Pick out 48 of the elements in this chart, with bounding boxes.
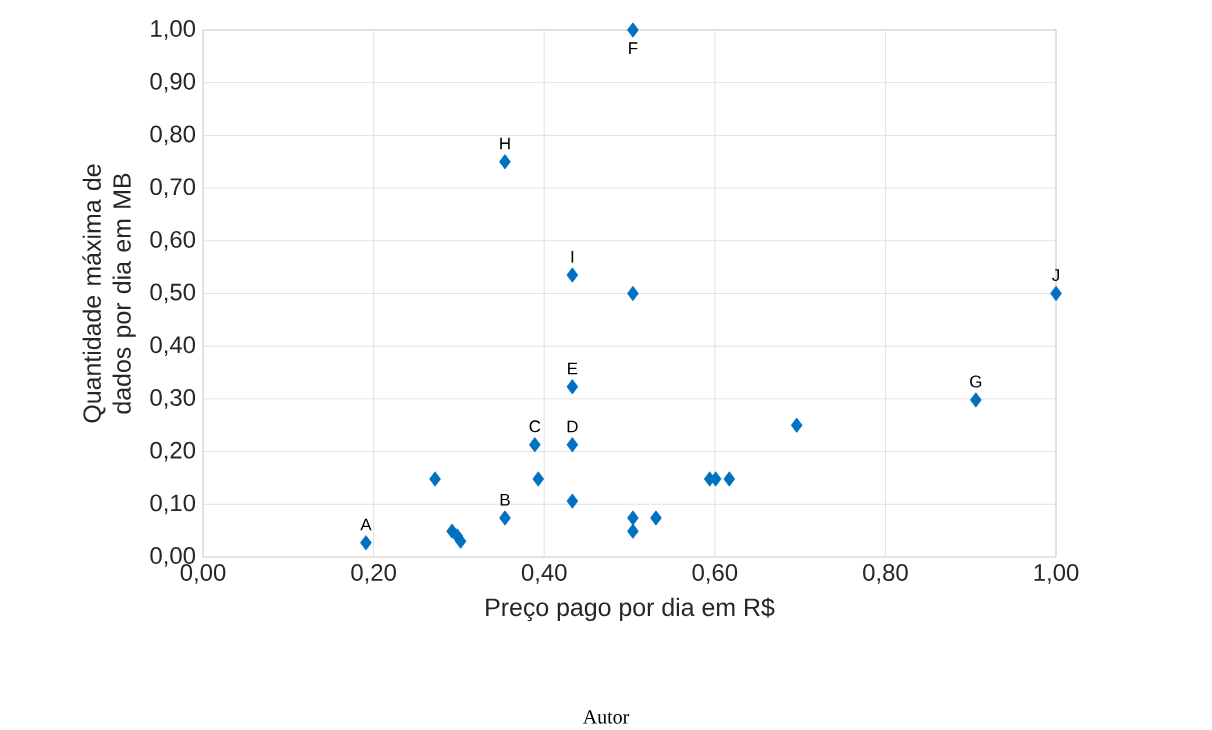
point	[627, 523, 639, 539]
point	[627, 510, 639, 526]
annotation: C	[529, 420, 541, 433]
point	[499, 510, 511, 526]
annotation: I	[571, 250, 574, 263]
text: Autor	[582, 710, 630, 724]
point	[1050, 285, 1062, 301]
y-tick-label: 1,00	[151, 19, 196, 40]
y-tick-label: 0,60	[150, 230, 196, 251]
y-tick-label: 0,70	[150, 178, 196, 198]
annotation: E	[568, 362, 578, 375]
point	[532, 471, 545, 487]
point	[650, 510, 662, 526]
annotation: B	[500, 493, 510, 506]
point	[790, 417, 803, 433]
point	[566, 267, 579, 283]
y-tick-label: 0,40	[150, 336, 196, 356]
x-tick-label: 0,20	[351, 563, 396, 584]
annotation: H	[500, 137, 510, 150]
point	[627, 285, 639, 301]
annotation: A	[360, 518, 372, 531]
x-tick-label: 0,80	[863, 563, 908, 584]
x-tick-label: 0,40	[521, 563, 567, 584]
x-tick-label: 1,00	[1034, 563, 1079, 584]
annotation: F	[629, 42, 638, 54]
annotation: D	[567, 420, 578, 433]
y-tick-label: 0,90	[150, 72, 196, 93]
point	[360, 535, 372, 551]
point	[454, 533, 467, 549]
x-tick-label: 0,60	[692, 563, 738, 584]
point	[627, 22, 639, 38]
annotation: G	[970, 375, 982, 388]
point	[566, 379, 579, 395]
y-tick-label: 0,20	[150, 441, 196, 462]
y-tick-label: 0,50	[150, 283, 196, 304]
annotation: J	[1052, 269, 1059, 281]
point	[499, 153, 511, 170]
y-axis-title: Quantidade máxima de dados por dia em MB	[82, 164, 136, 423]
point	[566, 493, 579, 509]
point	[529, 436, 541, 453]
x-axis-title: Preço pago por dia em R$	[486, 597, 775, 622]
y-tick-label: 0,30	[150, 388, 196, 409]
point	[723, 471, 736, 487]
point	[970, 392, 982, 408]
y-tick-label: 0,80	[150, 125, 196, 146]
point	[429, 471, 441, 487]
y-tick-label: 0,10	[150, 494, 196, 515]
point	[566, 436, 579, 453]
